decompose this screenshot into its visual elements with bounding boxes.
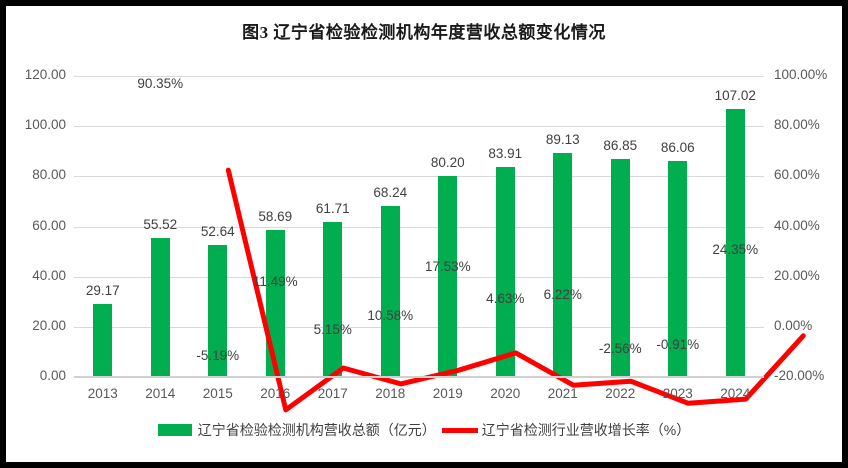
chart-title: 图3 辽宁省检验检测机构年度营收总额变化情况 bbox=[242, 23, 606, 42]
category-label: 2021 bbox=[547, 386, 578, 401]
bar[interactable] bbox=[380, 205, 400, 377]
chart-legend: 辽宁省检验检测机构营收总额（亿元） 辽宁省检测行业营收增长率（%） bbox=[6, 420, 842, 440]
left-axis-tick-label: 60.00 bbox=[32, 217, 66, 233]
gridline bbox=[74, 176, 764, 178]
category-label: 2017 bbox=[317, 386, 348, 401]
category-label: 2018 bbox=[375, 386, 406, 401]
left-axis-tick-label: 0.00 bbox=[39, 368, 66, 383]
bar-data-label: 29.17 bbox=[85, 282, 120, 298]
bar[interactable] bbox=[150, 237, 170, 377]
line-data-label: 11.49% bbox=[252, 274, 298, 289]
bar-data-label: 86.06 bbox=[660, 140, 695, 156]
right-axis-tick-label: 60.00% bbox=[774, 167, 820, 183]
left-axis-tick-label: 80.00 bbox=[32, 167, 66, 183]
left-axis-tick-label: 100.00 bbox=[24, 117, 66, 133]
category-label: 2019 bbox=[432, 386, 463, 401]
legend-bar-swatch-icon bbox=[157, 424, 192, 436]
category-label: 2016 bbox=[260, 386, 291, 401]
bar-data-label: 52.64 bbox=[200, 223, 235, 239]
line-data-label: 90.35% bbox=[137, 76, 184, 92]
bar[interactable] bbox=[208, 244, 228, 377]
right-axis-tick-label: 100.00% bbox=[774, 67, 828, 82]
line-data-label: 5.15% bbox=[313, 321, 352, 337]
bar[interactable] bbox=[495, 166, 515, 377]
bar-data-label: 68.24 bbox=[373, 184, 408, 200]
right-axis-tick-label: 0.00% bbox=[774, 317, 813, 333]
left-axis-tick-label: 120.00 bbox=[24, 67, 66, 82]
bar-data-label: 83.91 bbox=[488, 145, 523, 161]
right-axis-tick-label: 20.00% bbox=[774, 267, 820, 283]
plot-area bbox=[74, 76, 806, 413]
bar[interactable] bbox=[668, 161, 688, 377]
category-label: 2020 bbox=[490, 386, 521, 401]
line-data-label: 6.22% bbox=[543, 287, 582, 303]
line-data-label: -5.19% bbox=[196, 347, 240, 363]
bar-data-label: 61.71 bbox=[315, 201, 350, 217]
line-data-label: 24.35% bbox=[712, 241, 759, 257]
category-label: 2023 bbox=[662, 386, 693, 401]
legend-line-swatch-icon bbox=[441, 427, 478, 433]
left-axis-tick-label: 20.00 bbox=[32, 317, 66, 333]
bar[interactable] bbox=[93, 303, 113, 377]
legend-bar-label: 辽宁省检验检测机构营收总额（亿元） bbox=[197, 422, 436, 438]
right-axis-tick-label: 40.00% bbox=[774, 217, 820, 233]
line-data-label: 17.53% bbox=[424, 258, 471, 274]
bar-data-label: 55.52 bbox=[143, 216, 178, 232]
line-data-label: 10.58% bbox=[367, 308, 414, 324]
bar-data-label: 86.85 bbox=[603, 138, 638, 154]
category-label: 2015 bbox=[202, 386, 233, 401]
growth-rate-line[interactable] bbox=[225, 167, 806, 413]
bar-data-label: 58.69 bbox=[258, 208, 293, 224]
right-value-axis: -20.00% 0.00% 20.00% 40.00% 60.00% 80.00% 100.… bbox=[6, 67, 842, 383]
bar[interactable] bbox=[438, 175, 458, 377]
left-value-axis: 0.00 20.00 40.00 60.00 80.00 100.00 120.00 bbox=[6, 67, 842, 383]
category-label: 2013 bbox=[87, 386, 118, 401]
line-series bbox=[225, 167, 806, 413]
left-axis-tick-label: 40.00 bbox=[32, 267, 66, 283]
category-axis-line bbox=[74, 376, 764, 378]
category-label: 2024 bbox=[720, 386, 751, 401]
legend-item-bar[interactable]: 辽宁省检验检测机构营收总额（亿元） bbox=[157, 420, 436, 440]
gridline bbox=[74, 126, 764, 128]
line-data-label: -0.91% bbox=[656, 337, 700, 353]
legend-line-label: 辽宁省检测行业营收增长率（%） bbox=[481, 422, 691, 438]
category-label: 2022 bbox=[605, 386, 636, 401]
bar[interactable] bbox=[323, 222, 343, 377]
gridline bbox=[74, 76, 764, 77]
bar[interactable] bbox=[610, 159, 630, 377]
bar[interactable] bbox=[553, 153, 573, 377]
bar-data-label: 107.02 bbox=[714, 87, 756, 103]
right-axis-tick-label: -20.00% bbox=[774, 368, 825, 383]
line-data-label: -2.56% bbox=[598, 341, 642, 357]
category-label: 2014 bbox=[145, 386, 176, 401]
right-axis-tick-label: 80.00% bbox=[774, 117, 820, 133]
legend-item-line[interactable]: 辽宁省检测行业营收增长率（%） bbox=[436, 420, 690, 440]
gridline bbox=[74, 276, 764, 278]
bar-data-label: 80.20 bbox=[430, 154, 465, 170]
chart-figure: 图3 辽宁省检验检测机构年度营收总额变化情况 0.00 20.00 40.00 60.… bbox=[6, 6, 842, 462]
bar[interactable] bbox=[725, 108, 745, 377]
gridline bbox=[74, 326, 764, 328]
bar-data-label: 89.13 bbox=[545, 132, 580, 148]
gridline bbox=[74, 226, 764, 228]
line-data-label: 4.63% bbox=[486, 291, 525, 307]
